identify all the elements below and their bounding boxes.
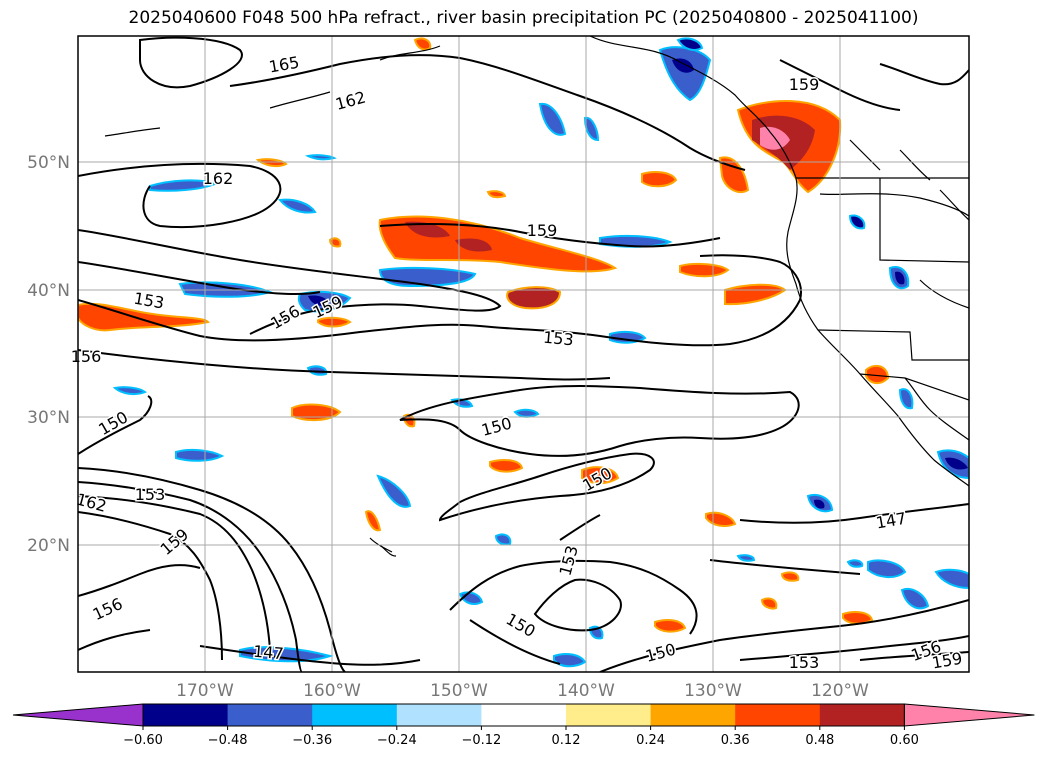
colorbar-box <box>481 704 567 726</box>
contour-label: 159 <box>527 221 558 240</box>
colorbar-tick-label: 0.24 <box>636 733 665 748</box>
contour-label: 153 <box>789 653 820 672</box>
colorbar-extension-min <box>12 703 144 727</box>
contour-label: 153 <box>135 485 166 504</box>
lat-label: 30°N <box>27 408 70 428</box>
colorbar-tick-label: −0.48 <box>208 733 248 748</box>
map-frame <box>77 35 970 673</box>
lon-label: 140°W <box>557 681 615 701</box>
colorbar-box <box>396 704 482 726</box>
contour-label: 165 <box>267 53 300 77</box>
lon-label: 150°W <box>430 681 488 701</box>
colorbar-box <box>312 704 398 726</box>
colorbar-tick-label: −0.24 <box>377 733 417 748</box>
colorbar-tick-label: 0.36 <box>721 733 750 748</box>
colorbar-outline <box>142 703 905 727</box>
lat-labels: 50°N 40°N 30°N 20°N <box>27 153 70 556</box>
colorbar-box <box>819 704 905 726</box>
map-title: 2025040600 F048 500 hPa refract., river … <box>128 8 919 28</box>
colorbar-box <box>566 704 652 726</box>
lon-labels: 170°W 160°W 150°W 140°W 130°W 120°W <box>176 681 869 701</box>
graticule <box>78 36 969 672</box>
colorbar-tick-label: 0.48 <box>805 733 834 748</box>
contour-label: 159 <box>789 75 820 94</box>
lon-label: 170°W <box>176 681 234 701</box>
refractivity-contours <box>78 36 969 672</box>
colorbar-box <box>143 704 229 726</box>
colorbar-box <box>227 704 313 726</box>
precip-shading <box>78 37 969 668</box>
lon-label: 130°W <box>684 681 742 701</box>
contour-label: 162 <box>74 490 108 516</box>
colorbar-tick-label: 0.12 <box>552 733 581 748</box>
colorbar: −0.60 −0.48 −0.36 −0.24 −0.12 0.12 0.24 0.36 0.4… <box>12 703 1035 748</box>
colorbar-tick-label: 0.60 <box>890 733 919 748</box>
colorbar-tick-label: −0.36 <box>292 733 332 748</box>
colorbar-extension-max <box>903 703 1035 727</box>
colorbar-tick-label: −0.60 <box>123 733 163 748</box>
contour-label: 162 <box>203 169 234 188</box>
colorbar-box <box>650 704 736 726</box>
lat-label: 20°N <box>27 536 70 556</box>
colorbar-box <box>735 704 821 726</box>
lon-label: 120°W <box>811 681 869 701</box>
lon-label: 160°W <box>303 681 361 701</box>
contour-label: 147 <box>252 642 284 664</box>
lat-label: 40°N <box>27 281 70 301</box>
colorbar-tick-label: −0.12 <box>461 733 501 748</box>
contour-label: 156 <box>71 347 102 366</box>
map-area <box>78 36 969 672</box>
contour-label: 153 <box>542 328 574 350</box>
lat-label: 50°N <box>27 153 70 173</box>
